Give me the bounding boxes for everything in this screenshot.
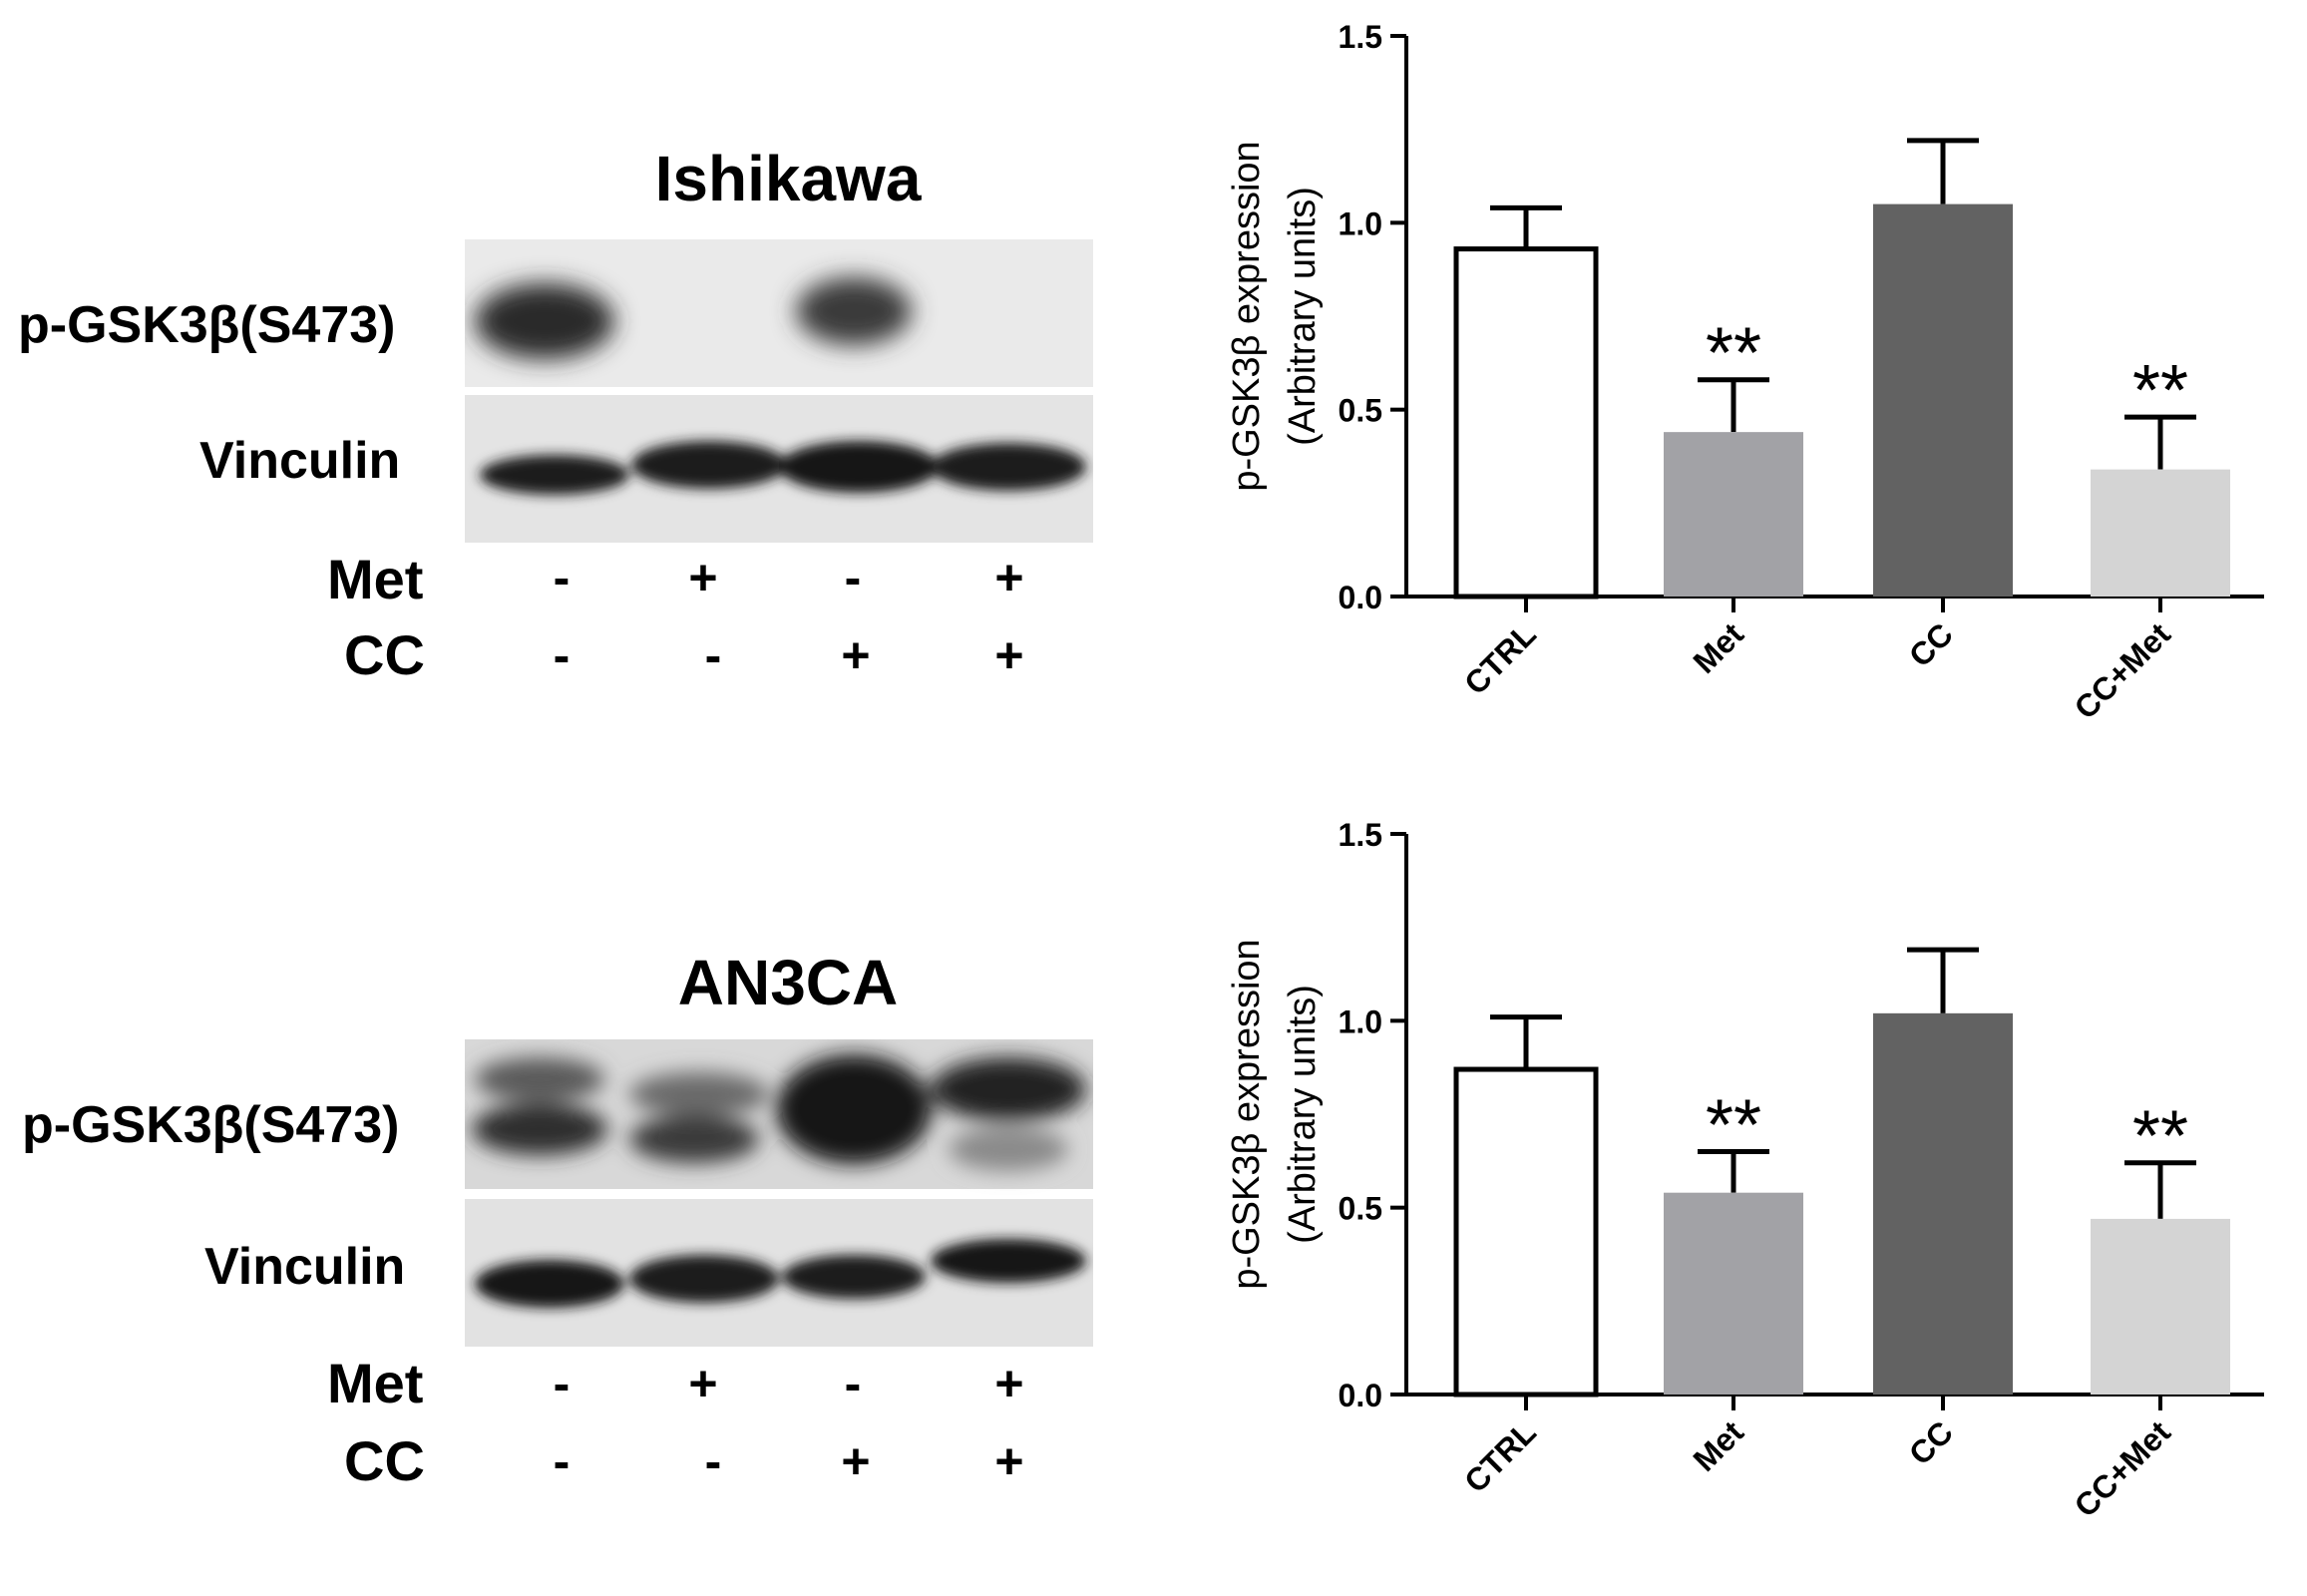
sign: - (704, 627, 722, 683)
y-axis-label-units: (Arbitrary units) (1282, 187, 1324, 446)
band (796, 277, 912, 345)
bar-met (1664, 432, 1803, 597)
y-tick-label: 1.5 (1339, 19, 1382, 55)
band (629, 1072, 769, 1116)
bar-cc-met (2091, 469, 2230, 597)
sign: - (553, 627, 571, 683)
bar-ctrl (1453, 246, 1599, 599)
x-tick-label: CC+Met (2068, 615, 2178, 726)
band (931, 1057, 1086, 1121)
band (631, 441, 787, 489)
significance-marker: ** (1706, 1085, 1761, 1165)
treatment-label-met: Met (327, 548, 424, 610)
bar-met (1664, 1192, 1803, 1395)
band (949, 1127, 1068, 1171)
x-tick-label: Met (1687, 615, 1751, 680)
treatment-label-met: Met (327, 1352, 424, 1414)
significance-marker: ** (2132, 1097, 2188, 1177)
bar-chart-ishikawa: 0.0 0.5 1.0 1.5 p-GSK3β expression (Arbitrary… (1226, 19, 2264, 726)
bar-cc (1873, 1012, 2013, 1395)
band (931, 443, 1086, 491)
sign: + (994, 550, 1024, 605)
band (779, 441, 939, 493)
band (776, 1054, 932, 1164)
sign: - (553, 1356, 571, 1411)
band (472, 1103, 607, 1155)
y-tick-label: 0.5 (1339, 393, 1382, 429)
y-tick-label: 0.5 (1339, 1191, 1382, 1227)
band (629, 1115, 759, 1163)
bar-cc-met (2091, 1218, 2230, 1395)
sign: + (688, 550, 718, 605)
sign: + (688, 1356, 718, 1411)
y-tick-label: 1.0 (1339, 1003, 1382, 1039)
significance-marker: ** (2132, 351, 2188, 431)
x-tick-label: CC (1902, 615, 1960, 673)
band (475, 1260, 624, 1308)
band (931, 1239, 1086, 1283)
band-label-vinculin: Vinculin (204, 1238, 406, 1296)
x-tick-label: CTRL (1457, 615, 1543, 701)
x-tick-label: Met (1687, 1413, 1751, 1478)
sign: + (994, 627, 1024, 683)
blot-title-ishikawa: Ishikawa (654, 143, 922, 214)
sign: + (841, 1433, 871, 1489)
band-label-pgsk3b: p-GSK3β(S473) (18, 296, 396, 354)
bar-ctrl (1453, 1066, 1599, 1397)
sign: - (704, 1433, 722, 1489)
bar-chart-an3ca: 0.0 0.5 1.0 1.5 p-GSK3β expression (Arbitrary… (1226, 817, 2264, 1524)
y-axis-label: p-GSK3β expression (1226, 939, 1268, 1289)
bar-cc (1873, 203, 2013, 597)
sign: - (553, 1433, 571, 1489)
band (629, 1255, 779, 1303)
y-tick-label: 1.0 (1339, 205, 1382, 241)
x-tick-label: CC (1902, 1413, 1960, 1471)
x-tick-label: CTRL (1457, 1413, 1543, 1499)
band (782, 1255, 926, 1299)
treatment-label-cc: CC (344, 623, 425, 686)
band-label-pgsk3b: p-GSK3β(S473) (22, 1096, 400, 1154)
significance-marker: ** (1706, 314, 1761, 394)
band (475, 283, 614, 359)
western-blot-an3ca (465, 1039, 1093, 1347)
y-axis-label: p-GSK3β expression (1226, 141, 1268, 491)
y-tick-label: 1.5 (1339, 817, 1382, 853)
band (475, 1057, 604, 1101)
sign: + (994, 1356, 1024, 1411)
sign: - (553, 550, 571, 605)
blot-title-an3ca: AN3CA (677, 947, 899, 1018)
sign: + (841, 627, 871, 683)
sign: - (844, 1356, 862, 1411)
treatment-label-cc: CC (344, 1429, 425, 1492)
x-tick-label: CC+Met (2068, 1413, 2178, 1524)
sign: - (844, 550, 862, 605)
band-label-vinculin: Vinculin (199, 432, 401, 490)
y-tick-label: 0.0 (1339, 1378, 1382, 1413)
band (480, 455, 629, 495)
sign: + (994, 1433, 1024, 1489)
western-blot-ishikawa (465, 239, 1093, 543)
y-tick-label: 0.0 (1339, 580, 1382, 615)
y-axis-label-units: (Arbitrary units) (1282, 985, 1324, 1244)
